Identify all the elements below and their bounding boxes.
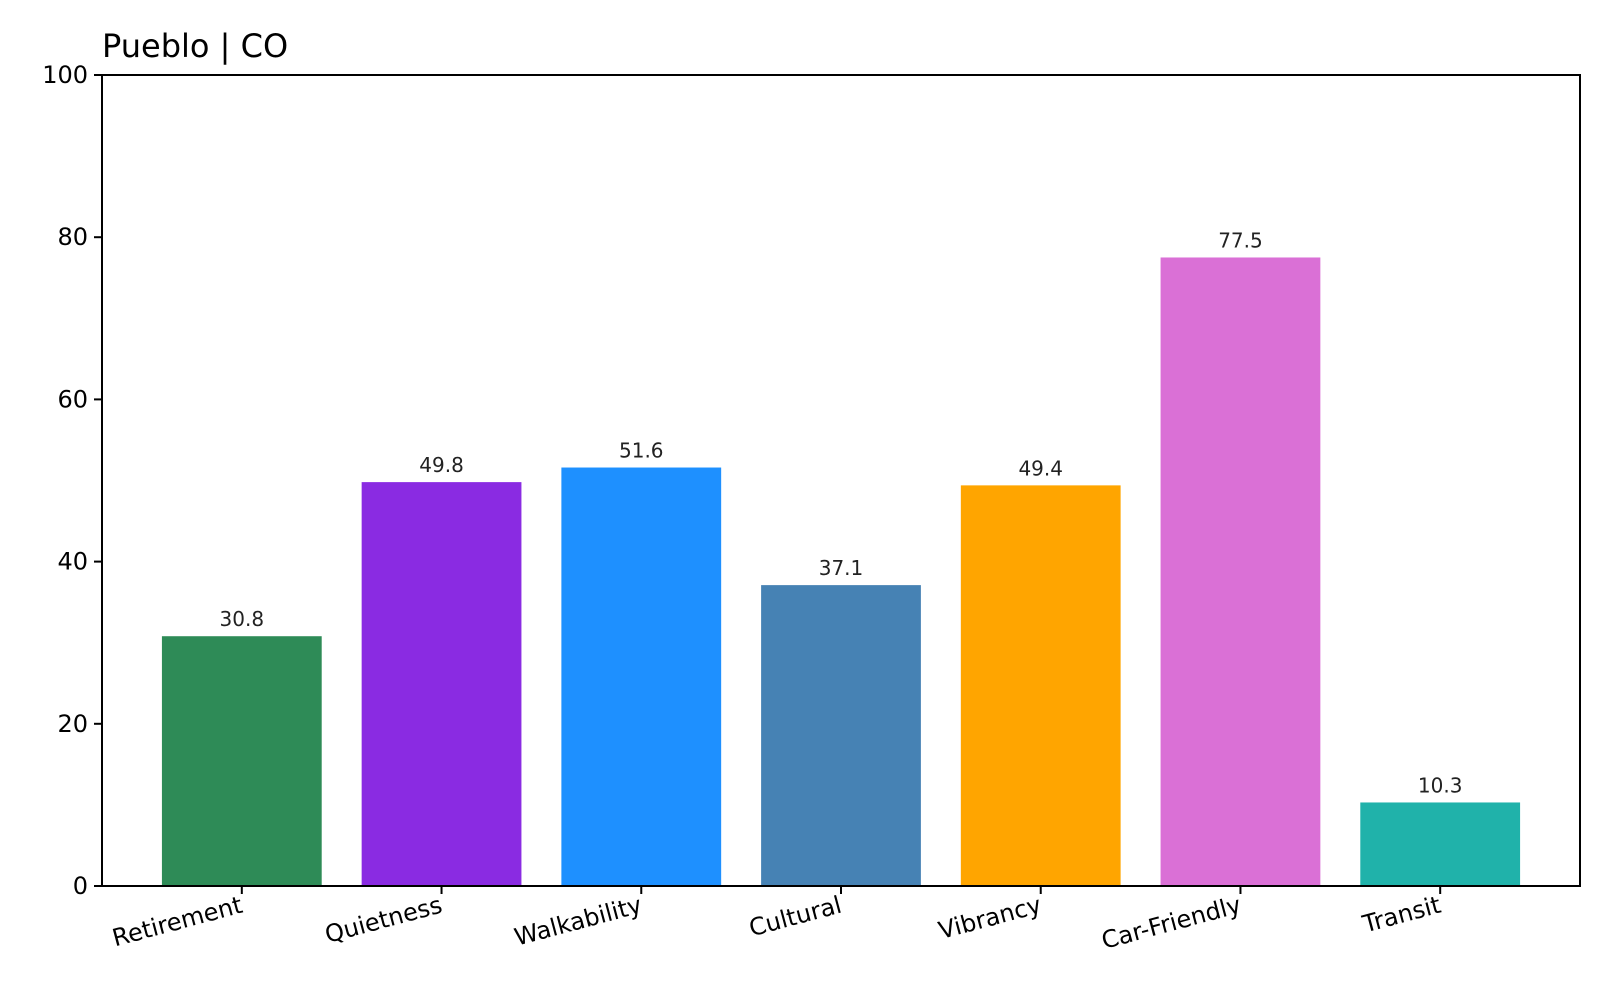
x-tick-label: Car-Friendly: [1099, 891, 1245, 955]
y-tick-label: 60: [57, 385, 88, 413]
bar-quietness: [361, 482, 522, 886]
data-label: 49.8: [419, 453, 464, 477]
x-axis: Retirement Quietness Walkability Cultural Vi…: [109, 886, 1444, 955]
data-label: 37.1: [819, 556, 864, 580]
bar-cultural: [761, 585, 921, 886]
bar-transit: [1360, 802, 1521, 886]
y-tick-label: 40: [57, 548, 88, 576]
bars-layer: [161, 257, 1521, 887]
y-tick-label: 80: [57, 223, 88, 251]
x-tick-label: Quietness: [322, 891, 445, 949]
data-label: 10.3: [1418, 773, 1463, 797]
y-axis: 0 20 40 60 80 100: [42, 61, 102, 900]
bar-vibrancy: [960, 485, 1121, 886]
data-label: 51.6: [619, 439, 664, 463]
chart-title: Pueblo | CO: [102, 27, 288, 65]
x-tick-label: Transit: [1359, 891, 1444, 939]
bar-retirement: [161, 636, 322, 886]
x-tick-label: Walkability: [511, 891, 644, 952]
y-tick-label: 20: [57, 710, 88, 738]
y-tick-label: 0: [73, 872, 88, 900]
y-tick-label: 100: [42, 61, 88, 89]
bar-walkability: [561, 467, 722, 886]
data-label: 30.8: [220, 607, 265, 631]
plot-frame: [101, 74, 1581, 887]
x-tick-label: Vibrancy: [936, 891, 1045, 945]
x-tick-label: Retirement: [109, 891, 245, 953]
bar-car-friendly: [1160, 257, 1321, 887]
data-label: 77.5: [1218, 228, 1263, 252]
data-label: 49.4: [1018, 456, 1063, 480]
data-labels-layer: 30.8 49.8 51.6 37.1 49.4 77.5 10.3: [220, 228, 1463, 797]
x-tick-label: Cultural: [746, 891, 845, 943]
